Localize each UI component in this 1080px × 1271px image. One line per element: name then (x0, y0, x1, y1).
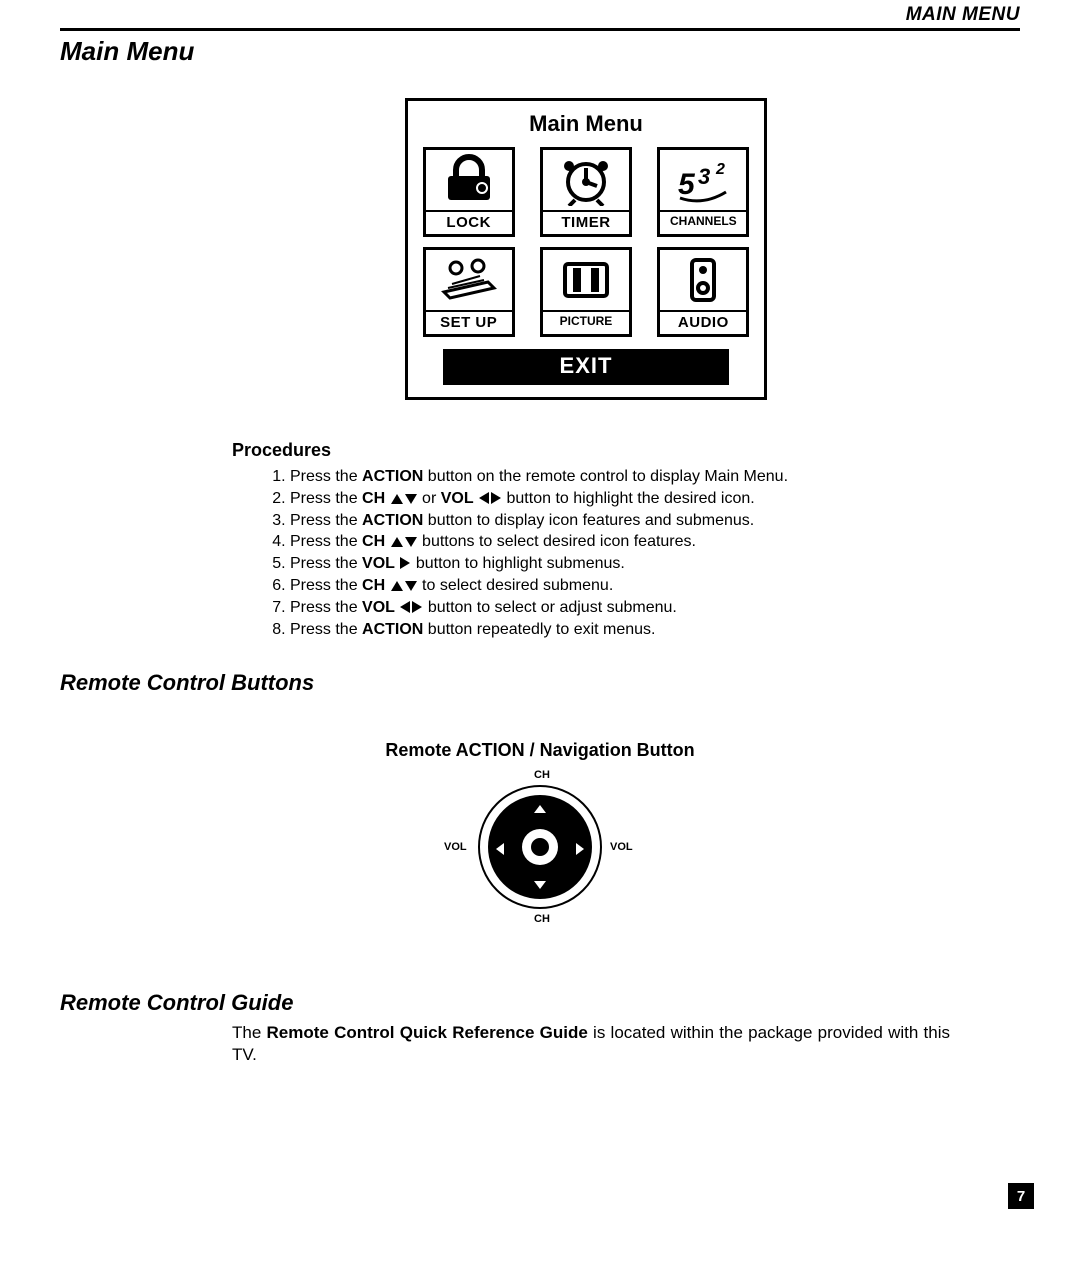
nav-label-bottom: CH (534, 913, 550, 925)
main-menu-illustration: Main Menu LOCK TIMER 532 CHANNELS (405, 98, 767, 400)
procedure-step: Press the CH buttons to select desired i… (290, 532, 960, 553)
nav-button-figure: Remote ACTION / Navigation Button CH VOL… (0, 740, 1080, 942)
procedure-step: Press the ACTION button to display icon … (290, 511, 960, 532)
menu-item-timer: TIMER (540, 147, 632, 237)
procedure-step: Press the VOL button to select or adjust… (290, 598, 960, 619)
remote-guide-paragraph: The Remote Control Quick Reference Guide… (232, 1022, 950, 1066)
menu-item-audio: AUDIO (657, 247, 749, 337)
menu-exit-bar: EXIT (443, 349, 729, 385)
procedure-step: Press the CH or VOL button to highlight … (290, 489, 960, 510)
nav-arrow-right-icon (576, 843, 584, 855)
nav-center (522, 829, 558, 865)
timer-icon (543, 150, 629, 210)
remote-guide-heading: Remote Control Guide (60, 990, 293, 1016)
procedures-list: Press the ACTION button on the remote co… (290, 467, 960, 640)
procedure-step: Press the ACTION button repeatedly to ex… (290, 620, 960, 641)
channels-icon: 532 (660, 150, 746, 210)
menu-item-setup: SET UP (423, 247, 515, 337)
svg-text:3: 3 (698, 164, 710, 189)
menu-item-channels: 532 CHANNELS (657, 147, 749, 237)
nav-arrow-up-icon (534, 805, 546, 813)
svg-text:2: 2 (715, 161, 725, 178)
page-number: 7 (1008, 1183, 1034, 1209)
menu-item-label: TIMER (543, 210, 629, 234)
remote-buttons-heading: Remote Control Buttons (60, 670, 314, 696)
procedures-section: Procedures Press the ACTION button on th… (232, 440, 960, 641)
nav-arrow-down-icon (534, 881, 546, 889)
nav-arrow-left-icon (496, 843, 504, 855)
guide-text-bold: Remote Control Quick Reference Guide (267, 1023, 588, 1042)
procedure-step: Press the VOL button to highlight submen… (290, 554, 960, 575)
guide-text-pre: The (232, 1023, 267, 1042)
menu-item-label: SET UP (426, 310, 512, 334)
audio-icon (660, 250, 746, 310)
running-header: MAIN MENU (906, 4, 1020, 26)
header-rule (60, 28, 1020, 31)
picture-icon (543, 250, 629, 310)
menu-item-picture: PICTURE (540, 247, 632, 337)
nav-label-top: CH (534, 769, 550, 781)
menu-item-label: PICTURE (543, 310, 629, 331)
setup-icon (426, 250, 512, 310)
lock-icon (426, 150, 512, 210)
menu-item-label: LOCK (426, 210, 512, 234)
svg-text:5: 5 (678, 168, 696, 201)
procedure-step: Press the CH to select desired submenu. (290, 576, 960, 597)
page-title: Main Menu (60, 36, 194, 67)
procedure-step: Press the ACTION button on the remote co… (290, 467, 960, 488)
nav-label-left: VOL (444, 841, 467, 853)
menu-item-lock: LOCK (423, 147, 515, 237)
procedures-heading: Procedures (232, 440, 960, 461)
menu-item-label: CHANNELS (660, 210, 746, 231)
nav-label-right: VOL (610, 841, 633, 853)
nav-center-dot-icon (529, 836, 551, 858)
menu-box-title: Main Menu (418, 111, 754, 137)
nav-figure-title: Remote ACTION / Navigation Button (0, 740, 1080, 761)
menu-item-label: AUDIO (660, 310, 746, 334)
